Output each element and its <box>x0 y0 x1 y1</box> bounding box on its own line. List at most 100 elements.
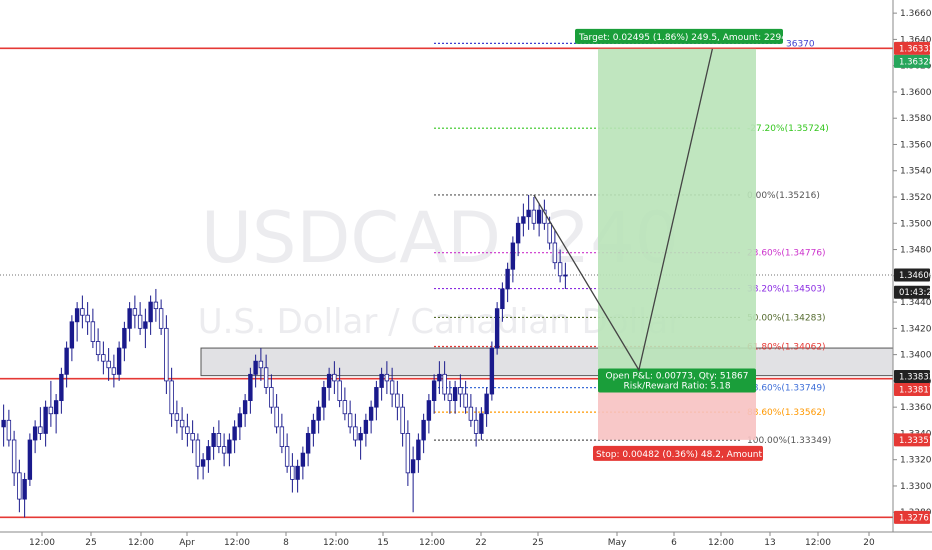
candle-body-42 <box>221 446 227 454</box>
candle-93 <box>489 341 495 401</box>
candle-body-62 <box>326 373 332 388</box>
price-tag-7: 1.32761 <box>894 510 932 524</box>
candle-4 <box>22 472 27 518</box>
candle-67 <box>353 413 358 447</box>
price-tick-label-18: 1.33000 <box>900 482 932 492</box>
time-axis-bg <box>0 532 932 550</box>
candle-19 <box>101 341 106 375</box>
candle-74 <box>389 367 395 408</box>
candle-5 <box>27 433 33 486</box>
candle-body-20 <box>106 360 111 369</box>
stop-label-box <box>593 445 763 461</box>
candle-8 <box>43 400 48 447</box>
candle-70 <box>368 400 374 434</box>
candle-18 <box>95 328 101 362</box>
price-tick-label-15: 1.33600 <box>900 403 932 413</box>
candle-body-95 <box>500 288 505 310</box>
fib-extension-label: 36370 <box>786 39 815 49</box>
target-label-box <box>575 28 783 44</box>
time-tick-label-15: 12:00 <box>805 538 831 548</box>
candle-body-93 <box>489 347 495 395</box>
time-tick-label-10: 25 <box>532 538 543 548</box>
candle-107 <box>563 262 568 289</box>
candle-23 <box>122 321 127 362</box>
candle-body-79 <box>416 439 421 461</box>
supply-demand-zone-layer <box>200 347 894 377</box>
candle-body-30 <box>158 308 164 329</box>
candle-body-81 <box>426 400 432 421</box>
candle-9 <box>48 380 54 427</box>
candle-52 <box>274 394 279 434</box>
candle-body-103 <box>542 209 547 224</box>
candle-63 <box>332 361 337 395</box>
fib-label-4: 50.00%(1.34283) <box>747 313 826 323</box>
price-tick-label-9: 1.34800 <box>900 246 932 256</box>
price-tag-1: 1.36328 <box>894 54 932 68</box>
time-tick-label-4: 12:00 <box>224 538 250 548</box>
candle-body-10 <box>53 400 59 415</box>
candle-35 <box>185 413 190 447</box>
candle-47 <box>248 367 253 414</box>
price-tag-5: 1.33817 <box>894 383 932 397</box>
candle-42 <box>221 433 227 467</box>
candle-37 <box>195 433 201 480</box>
price-tag-6: 1.33351 <box>894 433 932 447</box>
candle-15 <box>80 295 85 329</box>
candle-body-48 <box>253 360 258 375</box>
candle-body-69 <box>363 419 369 434</box>
candle-6 <box>32 420 38 454</box>
candle-body-28 <box>148 301 153 323</box>
candle-body-77 <box>405 433 411 474</box>
price-tick-label-4: 1.35800 <box>900 114 932 124</box>
candle-body-54 <box>284 446 290 467</box>
candle-87 <box>458 374 463 408</box>
time-tick-label-5: 8 <box>283 538 289 548</box>
fib-label-0: -27.20%(1.35724) <box>747 124 829 134</box>
candle-7 <box>38 407 43 440</box>
candle-body-6 <box>32 426 38 441</box>
candle-body-87 <box>458 387 463 395</box>
candle-92 <box>484 387 489 427</box>
price-tag-bg-1 <box>894 54 930 68</box>
candle-body-8 <box>43 406 48 434</box>
candle-98 <box>515 216 521 257</box>
candle-body-60 <box>316 406 321 421</box>
candle-body-24 <box>127 308 132 329</box>
candle-body-85 <box>447 393 453 401</box>
candle-89 <box>468 394 474 427</box>
candle-body-73 <box>384 373 390 382</box>
candle-25 <box>132 295 138 329</box>
price-tag-bg-7 <box>894 510 930 524</box>
time-tick-label-6: 12:00 <box>323 538 349 548</box>
candle-body-31 <box>164 327 169 382</box>
candle-body-29 <box>153 301 159 310</box>
stop-label-text: Stop: 0.00482 (0.36%) 48.2, Amount: 750 <box>596 450 785 460</box>
time-tick-label-2: 12:00 <box>128 538 154 548</box>
candle-30 <box>158 299 164 335</box>
candle-body-97 <box>510 242 516 270</box>
price-tick-label-11: 1.34400 <box>900 298 932 308</box>
candle-body-3 <box>17 472 22 500</box>
fib-label-6: 78.60%(1.33749) <box>747 384 826 394</box>
candle-21 <box>111 354 117 388</box>
time-tick-label-9: 22 <box>475 538 486 548</box>
candle-body-98 <box>515 222 521 244</box>
candle-body-7 <box>38 426 43 434</box>
candle-105 <box>552 229 558 270</box>
candle-53 <box>279 413 285 454</box>
candle-body-0 <box>1 419 6 428</box>
candle-body-101 <box>531 209 537 224</box>
price-tag-4: 1.33833 <box>894 370 932 384</box>
candle-body-89 <box>468 406 474 421</box>
candle-84 <box>442 361 447 401</box>
candle-body-70 <box>368 406 374 421</box>
candle-body-2 <box>11 439 17 474</box>
fib-label-2: 23.60%(1.34776) <box>747 249 826 259</box>
price-tick-label-8: 1.35000 <box>900 219 932 229</box>
candle-body-96 <box>505 268 510 290</box>
price-tag-bg-4 <box>894 370 930 384</box>
candle-82 <box>431 374 437 414</box>
price-tag-label-0: 1.36332 <box>899 44 932 54</box>
time-axis[interactable]: 12:00 25 12:00 Apr 12:00 8 12:00 15 12:00 22 25 May… <box>0 531 932 550</box>
